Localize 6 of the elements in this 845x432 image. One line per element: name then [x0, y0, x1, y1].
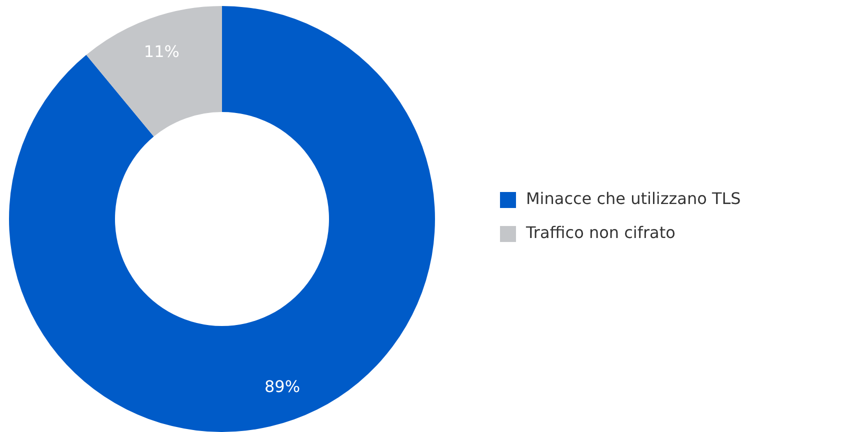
data-label: 11% — [144, 42, 180, 62]
donut-slice — [86, 6, 222, 137]
donut-slice — [9, 6, 435, 432]
legend-label: Minacce che utilizzano TLS — [526, 189, 741, 208]
legend-label: Traffico non cifrato — [526, 223, 676, 242]
data-label: 89% — [264, 376, 300, 396]
